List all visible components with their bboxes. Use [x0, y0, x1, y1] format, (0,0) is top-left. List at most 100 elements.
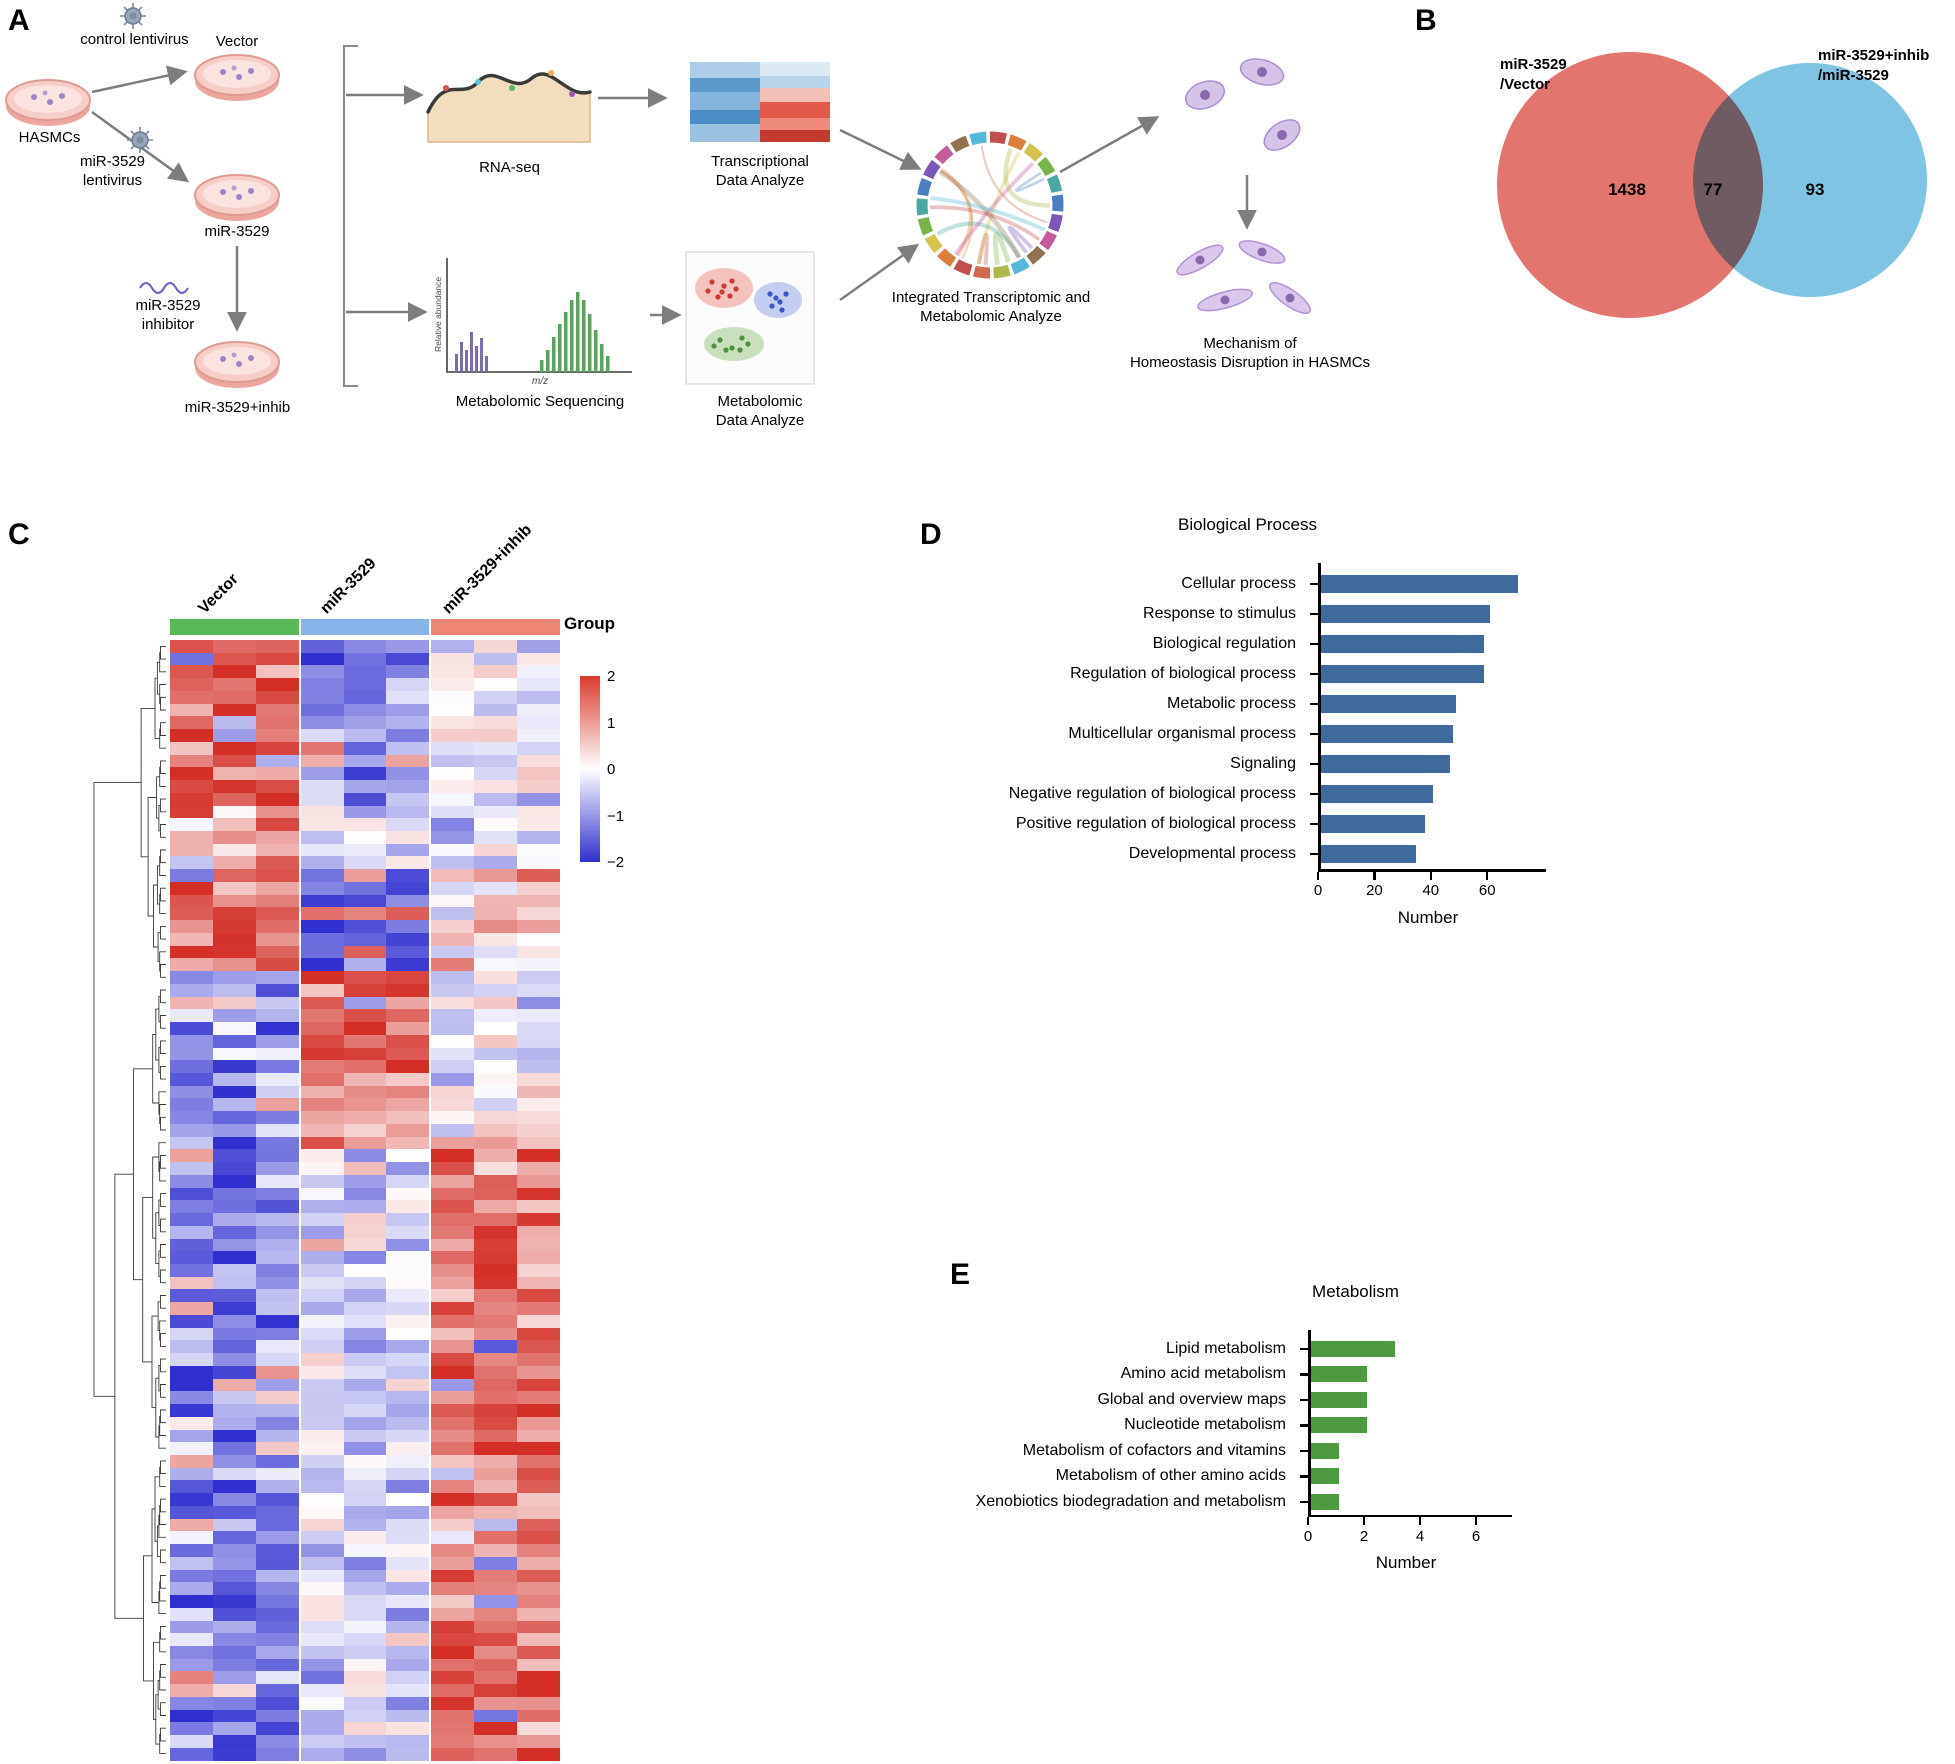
heatmap-cell [212, 805, 256, 819]
heatmap-cell [255, 1200, 299, 1214]
heatmap-cell [431, 1518, 475, 1532]
heatmap-cell [255, 754, 299, 768]
x-tick-label: 20 [1366, 882, 1383, 899]
legend-tick-label: −1 [607, 807, 625, 825]
mir3529-inhibitor-label: miR-3529 inhibitor [135, 297, 201, 334]
plot-area: Lipid metabolism Amino acid metabolism Glo… [860, 1330, 1526, 1515]
heatmap-cell [343, 1034, 387, 1048]
heatmap-cell [255, 1569, 299, 1583]
heatmap-row [170, 1735, 561, 1748]
heatmap-cell [474, 996, 518, 1010]
heatmap-cell [431, 1696, 475, 1710]
category-label: Multicellular organismal process [1068, 725, 1296, 742]
heatmap-cell [517, 1607, 561, 1621]
heatmap-cell [170, 805, 213, 819]
heatmap-cell [386, 1162, 430, 1175]
heatmap-cell [212, 881, 256, 895]
heatmap-cell [170, 1455, 213, 1468]
heatmap-cell [386, 780, 430, 793]
cells-icon-top [1184, 58, 1301, 151]
group-color-segment [431, 619, 561, 635]
heatmap-cell [300, 1238, 344, 1252]
heatmap-cell [474, 1467, 518, 1481]
heatmap-cell [212, 690, 256, 704]
heatmap-cell [474, 1327, 518, 1341]
heatmap-row [170, 1696, 561, 1710]
heatmap-cell [474, 971, 518, 984]
heatmap-cell [431, 780, 475, 793]
heatmap-cell [170, 1391, 213, 1405]
heatmap-cell [300, 996, 344, 1010]
heatmap-cell [474, 1531, 518, 1545]
heatmap-cell [212, 780, 256, 793]
heatmap-cell [386, 1225, 430, 1239]
heatmap-cell [474, 945, 518, 959]
heatmap-cell [474, 818, 518, 832]
heatmap-cell [386, 1505, 430, 1519]
heatmap-cell [212, 1200, 256, 1214]
heatmap-cell [343, 1098, 387, 1112]
chart-title: Metabolism [1312, 1282, 1399, 1301]
heatmap-cell [517, 1518, 561, 1532]
heatmap-cell [255, 1009, 299, 1023]
heatmap-cell [170, 1709, 213, 1723]
bar [1320, 695, 1456, 713]
heatmap-cell [474, 1735, 518, 1748]
heatmap-cell [431, 1467, 475, 1481]
heatmap-cell [212, 1391, 256, 1405]
heatmap-cell [343, 1174, 387, 1188]
heatmap-cell [212, 741, 256, 755]
heatmap-cell [474, 652, 518, 666]
bar [1310, 1493, 1339, 1510]
heatmap-cell [517, 1658, 561, 1672]
heatmap-cell [431, 1213, 475, 1226]
heatmap-column-labels: Vector miR-3529 miR-3529+inhib [170, 492, 560, 618]
heatmap-cell [517, 1263, 561, 1277]
heatmap-cell [212, 1404, 256, 1417]
heatmap-cell [386, 1251, 430, 1264]
heatmap-cell [343, 1747, 387, 1761]
heatmap-cell [517, 1646, 561, 1659]
heatmap-cell [431, 1314, 475, 1328]
heatmap-row [170, 894, 561, 908]
heatmap-cell [431, 678, 475, 691]
heatmap-cell [300, 1047, 344, 1061]
heatmap-cell [474, 1072, 518, 1086]
heatmap-row [170, 780, 561, 793]
bar-row: Global and overview maps [860, 1387, 1526, 1413]
heatmap-cell [343, 818, 387, 832]
heatmap-cell [343, 1162, 387, 1175]
heatmap-cell [517, 881, 561, 895]
bar-row: Developmental process [895, 839, 1555, 869]
heatmap-cell [343, 958, 387, 972]
heatmap-cell [170, 703, 213, 717]
heatmap-cell [212, 869, 256, 882]
heatmap-row [170, 1493, 561, 1506]
category-tick [1310, 642, 1318, 646]
category-tick [1300, 1424, 1308, 1427]
heatmap-cell [255, 1747, 299, 1761]
heatmap-row [170, 1646, 561, 1659]
heatmap-row [170, 1404, 561, 1417]
heatmap-cell [170, 1646, 213, 1659]
heatmap-cell [474, 1607, 518, 1621]
heatmap-cell [517, 1327, 561, 1341]
heatmap-cell [431, 1022, 475, 1035]
heatmap-cell [300, 881, 344, 895]
heatmap-cell [212, 1607, 256, 1621]
heatmap-cell [255, 996, 299, 1010]
heatmap-cell [431, 958, 475, 972]
heatmap-cell [431, 1111, 475, 1124]
heatmap-cell [212, 1556, 256, 1570]
heatmap-cell [474, 1098, 518, 1112]
heatmap-cell [300, 1200, 344, 1214]
heatmap-cell [386, 640, 430, 653]
heatmap-cell [170, 1327, 213, 1341]
bar [1310, 1417, 1367, 1434]
heatmap-cell [300, 843, 344, 857]
heatmap-cell [212, 1327, 256, 1341]
heatmap-cell [170, 894, 213, 908]
bar [1320, 725, 1454, 743]
heatmap-cell [255, 1633, 299, 1647]
heatmap-cell [343, 754, 387, 768]
